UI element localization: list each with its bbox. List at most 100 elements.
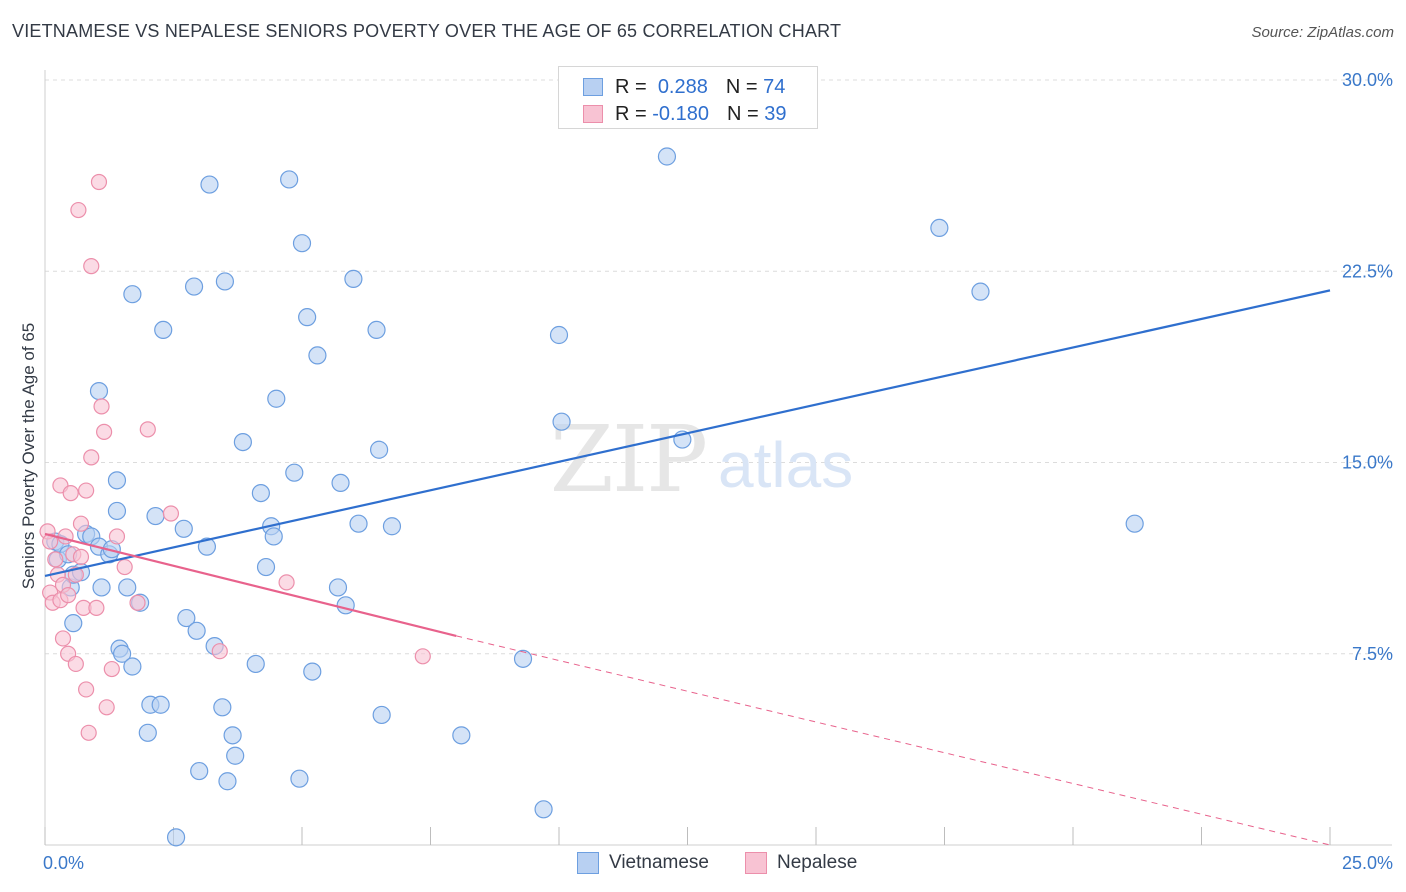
vietnamese-point [285, 463, 304, 482]
vietnamese-point [190, 761, 209, 781]
vietnamese-point [971, 282, 990, 301]
vietnamese-point [298, 308, 317, 327]
legend-r-value: 0.288 [657, 75, 708, 98]
vietnamese-point [233, 433, 252, 452]
vietnamese-point [177, 608, 196, 628]
vietnamese-point [267, 389, 286, 408]
vietnamese-point [200, 175, 219, 194]
vietnamese-point [151, 695, 170, 714]
vietnamese-point [146, 506, 165, 526]
vietnamese-point [382, 517, 402, 536]
nepalese-point [78, 681, 95, 698]
x-tick-label: 25.0% [1342, 853, 1393, 873]
vietnamese-point [336, 596, 355, 615]
y-tick-label: 15.0% [1342, 453, 1393, 473]
nepalese-point [88, 599, 105, 616]
legend-swatch-nepalese [583, 105, 603, 123]
vietnamese-point [370, 440, 389, 459]
vietnamese-point [930, 218, 949, 237]
nepalese-point [78, 482, 95, 499]
vietnamese-point [367, 320, 386, 339]
y-tick-labels: 7.5% 15.0% 22.5% 30.0% [1342, 70, 1393, 664]
x-tick-label: 0.0% [43, 853, 84, 873]
watermark-atlas: atlas [718, 429, 853, 501]
vietnamese-point [328, 578, 348, 597]
nepalese-trend-line [44, 532, 457, 637]
legend-n-label: N = [725, 75, 758, 98]
vietnamese-point [174, 519, 193, 538]
y-tick-label: 22.5% [1342, 261, 1393, 281]
nepalese-point [139, 421, 156, 438]
series-legend-label-vietnamese: Vietnamese [609, 852, 709, 873]
y-tick-label: 7.5% [1352, 644, 1393, 664]
source-credit: Source: ZipAtlas.com [1251, 24, 1394, 41]
nepalese-point [96, 423, 113, 440]
nepalese-point [80, 724, 97, 741]
legend-n-label: N = [726, 102, 759, 125]
vietnamese-point [89, 382, 109, 401]
vietnamese-point [549, 325, 569, 345]
vietnamese-point [123, 657, 142, 676]
nepalese-point [72, 548, 90, 565]
nepalese-point [54, 630, 72, 647]
vietnamese-point [197, 537, 217, 556]
vietnamese-point [138, 723, 157, 742]
vietnamese-point [657, 147, 677, 166]
y-tick-label: 30.0% [1342, 70, 1393, 90]
vietnamese-point [112, 644, 132, 663]
nepalese-trend-extension [456, 635, 1331, 846]
nepalese-point [60, 586, 77, 604]
nepalese-point [211, 643, 228, 660]
vietnamese-point [107, 501, 127, 521]
nepalese-point [98, 699, 115, 716]
x-tick-labels: 0.0% 25.0% [43, 853, 1393, 873]
gridlines [45, 79, 1392, 655]
vietnamese-point [226, 746, 245, 765]
chart-title: VIETNAMESE VS NEPALESE SENIORS POVERTY O… [12, 21, 842, 41]
vietnamese-point [184, 277, 204, 296]
vietnamese-point [513, 649, 533, 668]
nepalese-point [67, 655, 84, 673]
nepalese-point [103, 660, 120, 678]
vietnamese-point [223, 726, 242, 745]
series-legend-label-nepalese: Nepalese [777, 852, 858, 873]
watermark-zip: ZIP [550, 406, 706, 513]
vietnamese-point [251, 484, 270, 503]
vietnamese-point [246, 654, 265, 674]
vietnamese-point [280, 170, 299, 189]
nepalese-point [83, 449, 100, 466]
vietnamese-point [452, 726, 471, 745]
vietnamese-point [215, 272, 234, 291]
legend-n-value: 74 [763, 75, 786, 98]
vietnamese-point [218, 772, 237, 791]
vietnamese-point [290, 769, 309, 788]
legend-n-value: 39 [764, 102, 787, 125]
vietnamese-point [187, 621, 206, 640]
nepalese-point [72, 515, 90, 532]
vietnamese-trend-line [44, 289, 1331, 578]
nepalese-point [162, 505, 180, 522]
vietnamese-point [166, 828, 186, 847]
vietnamese-point [1125, 514, 1144, 533]
nepalese-point [414, 648, 431, 665]
series-legend-nepalese: Nepalese [745, 852, 857, 874]
nepalese-point [278, 574, 295, 591]
vietnamese-point [256, 557, 276, 577]
series-legend-vietnamese: Vietnamese [577, 852, 709, 874]
vietnamese-point [303, 662, 322, 681]
nepalese-point [90, 173, 108, 191]
nepalese-point [108, 528, 126, 545]
vietnamese-point [107, 471, 127, 490]
nepalese-point [57, 528, 74, 545]
axes [44, 70, 1392, 846]
legend-r-value: -0.180 [652, 102, 709, 125]
series-vietnamese [46, 147, 1144, 847]
series-legend-swatch-nepalese [745, 852, 767, 874]
legend-row-vietnamese: R = 0.288 N = 74 [583, 75, 785, 99]
legend-r-label: R = [615, 102, 647, 125]
nepalese-point [47, 551, 64, 568]
legend-swatch-vietnamese [583, 78, 603, 96]
nepalese-point [62, 485, 79, 502]
vietnamese-point [344, 269, 363, 288]
